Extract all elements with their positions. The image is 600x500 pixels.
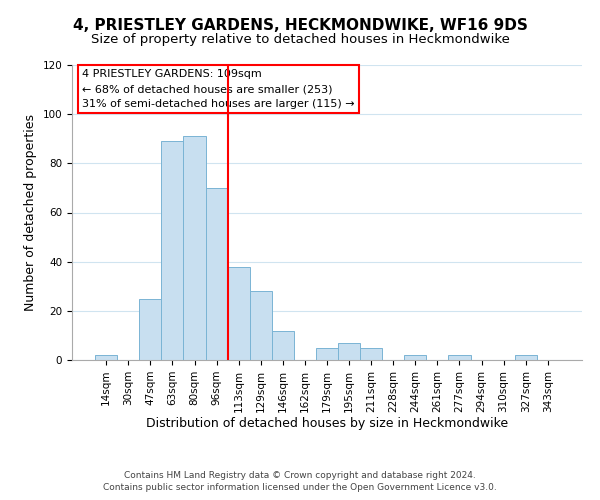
Text: Size of property relative to detached houses in Heckmondwike: Size of property relative to detached ho…: [91, 32, 509, 46]
Bar: [404, 355, 427, 360]
Bar: [206, 188, 227, 360]
Text: 4 PRIESTLEY GARDENS: 109sqm
← 68% of detached houses are smaller (253)
31% of se: 4 PRIESTLEY GARDENS: 109sqm ← 68% of det…: [82, 70, 355, 109]
Bar: [338, 343, 360, 360]
Y-axis label: Number of detached properties: Number of detached properties: [24, 114, 37, 311]
Text: Contains public sector information licensed under the Open Government Licence v3: Contains public sector information licen…: [103, 484, 497, 492]
Text: Contains HM Land Registry data © Crown copyright and database right 2024.: Contains HM Land Registry data © Crown c…: [124, 471, 476, 480]
Bar: [515, 355, 537, 360]
Text: 4, PRIESTLEY GARDENS, HECKMONDWIKE, WF16 9DS: 4, PRIESTLEY GARDENS, HECKMONDWIKE, WF16…: [73, 18, 527, 32]
X-axis label: Distribution of detached houses by size in Heckmondwike: Distribution of detached houses by size …: [146, 418, 508, 430]
Bar: [95, 355, 117, 360]
Bar: [139, 298, 161, 360]
Bar: [250, 291, 272, 360]
Bar: [272, 330, 294, 360]
Bar: [227, 266, 250, 360]
Bar: [316, 348, 338, 360]
Bar: [161, 141, 184, 360]
Bar: [184, 136, 206, 360]
Bar: [448, 355, 470, 360]
Bar: [360, 348, 382, 360]
